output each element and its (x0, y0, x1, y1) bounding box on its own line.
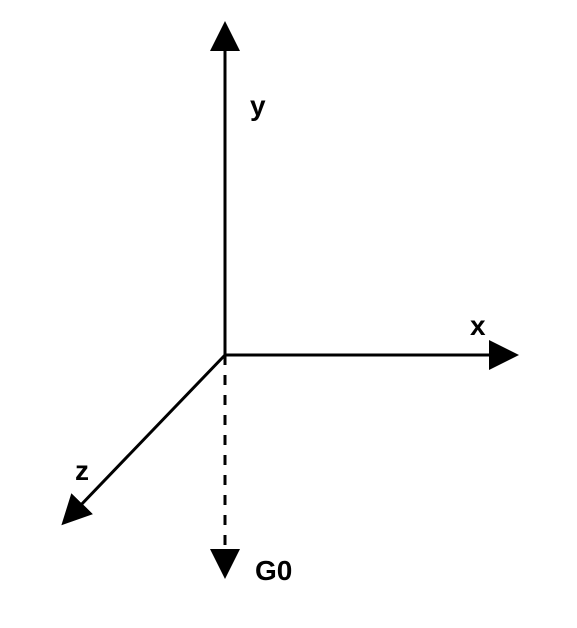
z-axis-line (78, 355, 225, 508)
axes-svg (0, 0, 577, 623)
g0-vector-label: G0 (255, 555, 292, 587)
coordinate-axes-diagram: y x z G0 (0, 0, 577, 623)
z-axis-label: z (75, 455, 89, 487)
y-axis-label: y (250, 90, 266, 122)
x-axis-label: x (470, 310, 486, 342)
